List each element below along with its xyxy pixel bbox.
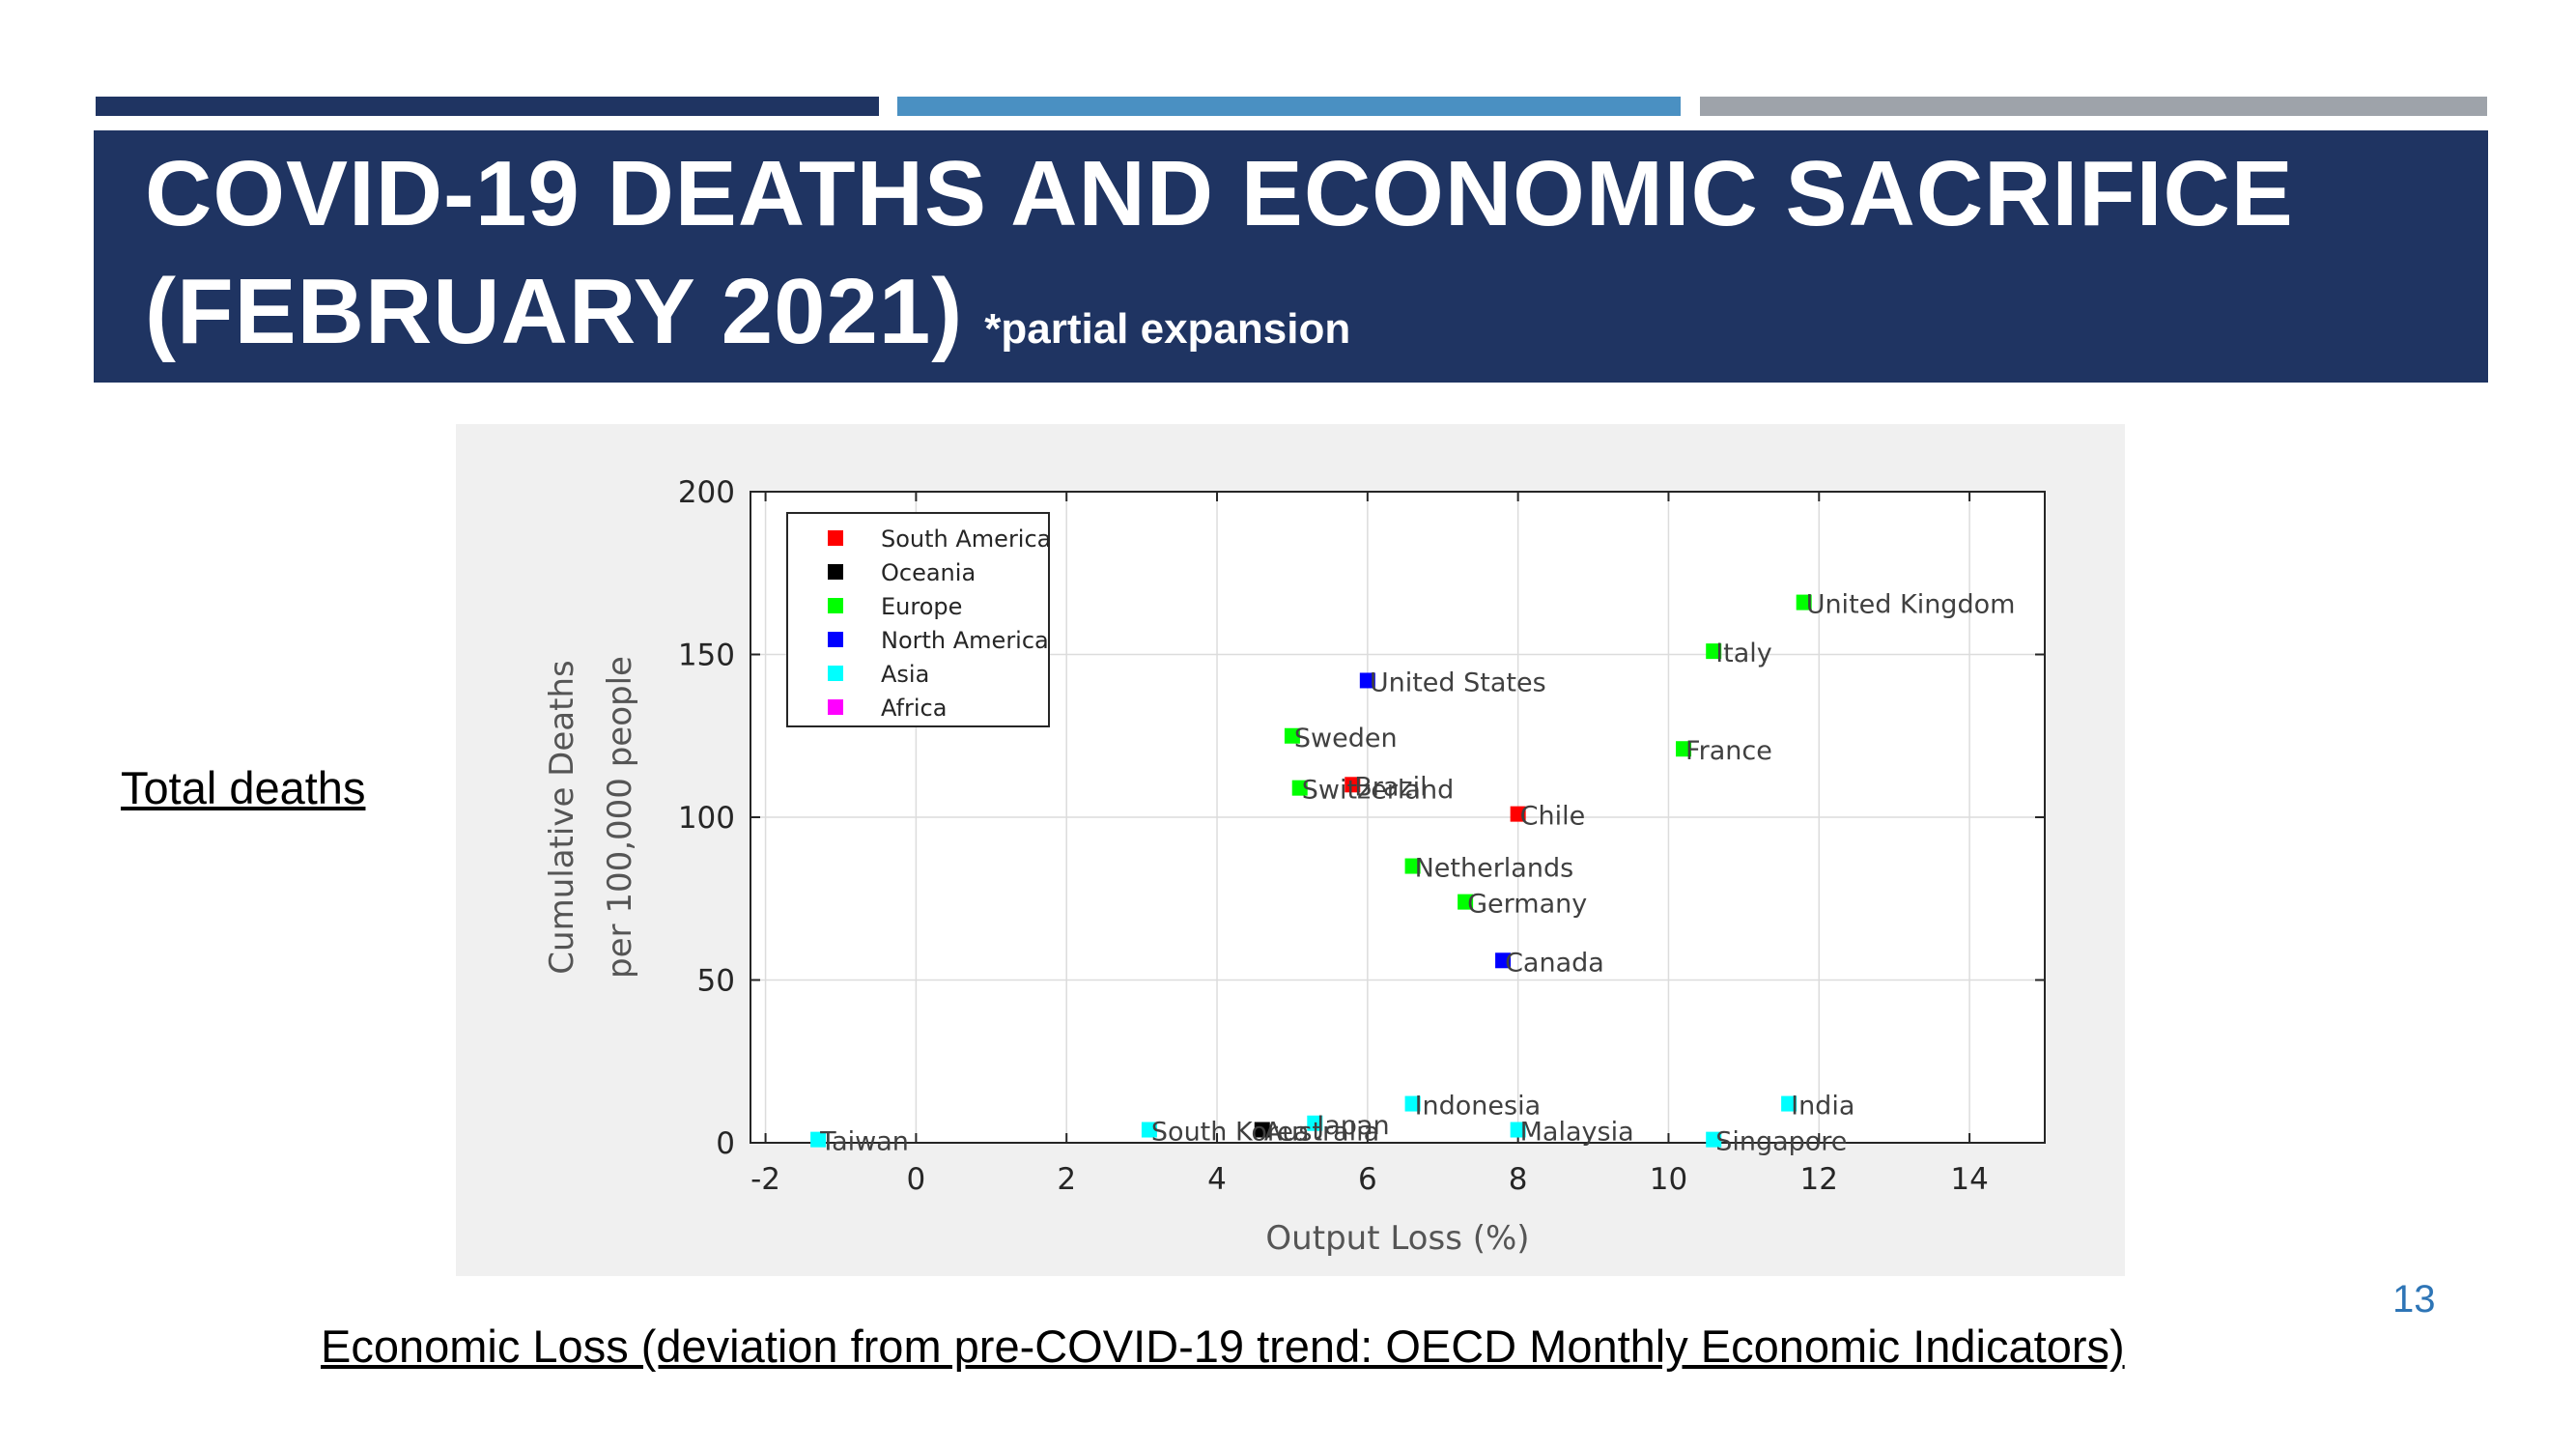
data-point [1291,780,1308,796]
slide-title-line2: (FEBRUARY 2021) *partial expansion [145,259,1350,365]
title-note: *partial expansion [984,305,1351,353]
y-axis-label-line1: Cumulative Deaths [543,660,581,974]
scatter-chart: -2 0 2 4 6 8 10 12 14 0 50 100 150 200 Output Loss (%)… [543,475,2046,1258]
data-point [1307,1115,1323,1131]
point-label: Malaysia [1520,1118,1634,1148]
point-label: United Kingdom [1806,590,2016,620]
point-label: India [1791,1092,1854,1122]
data-point [1510,1122,1526,1138]
point-label: Chile [1520,802,1586,832]
x-tick-label: 12 [1800,1162,1838,1197]
accent-bar-gray [1700,97,2487,116]
slide-title-line1: COVID-19 DEATHS AND ECONOMIC SACRIFICE [145,142,2294,245]
chart-panel: -2 0 2 4 6 8 10 12 14 0 50 100 150 200 Output Loss (%)… [456,424,2125,1276]
point-label: Singapore [1715,1127,1847,1157]
plot-frame [750,491,2046,1144]
point-label: Germany [1467,890,1587,920]
legend-box [786,512,1050,727]
legend-label: North America [881,627,1049,654]
accent-bar-dark [96,97,879,116]
data-point [1254,1122,1270,1138]
legend-swatch [828,632,843,647]
point-label: Canada [1505,948,1604,978]
point-label: Italy [1715,639,1772,668]
x-tick-label: -2 [750,1162,780,1197]
data-point [1706,643,1722,660]
x-tick-label: 8 [1509,1162,1528,1197]
legend-swatch [828,530,843,546]
side-label: Total deaths [121,762,366,813]
legend-swatch [828,564,843,580]
x-tick-label: 0 [907,1162,926,1197]
y-axis-label-line2: per 100,000 people [601,656,639,979]
legend-swatch [828,598,843,613]
x-tick-label: 4 [1207,1162,1227,1197]
legend-swatch [828,699,843,715]
point-label: Australia [1264,1118,1379,1148]
legend-label: Asia [881,661,929,688]
data-point [1510,806,1526,822]
data-point [1359,672,1375,689]
data-point [1404,1095,1421,1112]
data-point [1781,1095,1798,1112]
y-tick-label: 100 [678,801,735,836]
y-tick-label: 150 [678,639,735,673]
accent-bar-blue [897,97,1681,116]
data-point [1676,741,1692,757]
point-label: United States [1370,668,1546,697]
legend-label: Europe [881,593,962,620]
y-tick-label: 50 [697,964,735,999]
x-tick-label: 6 [1358,1162,1377,1197]
x-tick-label: 14 [1950,1162,1988,1197]
x-axis-label: Output Loss (%) [1265,1219,1529,1258]
data-point [1345,777,1361,793]
data-point [1458,894,1474,910]
point-label: Switzerland [1302,776,1455,806]
point-label: Sweden [1294,724,1398,753]
x-tick-label: 2 [1057,1162,1076,1197]
data-point [1495,952,1512,969]
point-label: France [1685,736,1772,766]
bottom-caption: Economic Loss (deviation from pre-COVID-… [321,1321,2125,1372]
legend-swatch [828,666,843,681]
point-label: South Korea [1151,1118,1310,1148]
slide-title-date: (FEBRUARY 2021) [145,260,964,363]
data-point [1284,727,1300,744]
legend-label: South America [881,526,1051,553]
title-banner [94,130,2488,383]
point-label: Taiwan [819,1127,909,1157]
data-point [1706,1131,1722,1148]
point-label: Brazil [1354,772,1427,802]
page-number: 13 [2392,1278,2436,1321]
y-tick-label: 0 [716,1126,735,1161]
point-label: Japan [1315,1111,1389,1141]
data-point [1796,594,1812,611]
y-tick-label: 200 [678,475,735,510]
data-point [810,1131,827,1148]
legend-label: Africa [881,695,947,722]
point-label: Indonesia [1415,1092,1542,1122]
x-tick-label: 10 [1650,1162,1687,1197]
data-point [1404,858,1421,874]
legend-label: Oceania [881,559,976,586]
point-label: Netherlands [1415,854,1574,884]
data-point [1141,1122,1157,1138]
